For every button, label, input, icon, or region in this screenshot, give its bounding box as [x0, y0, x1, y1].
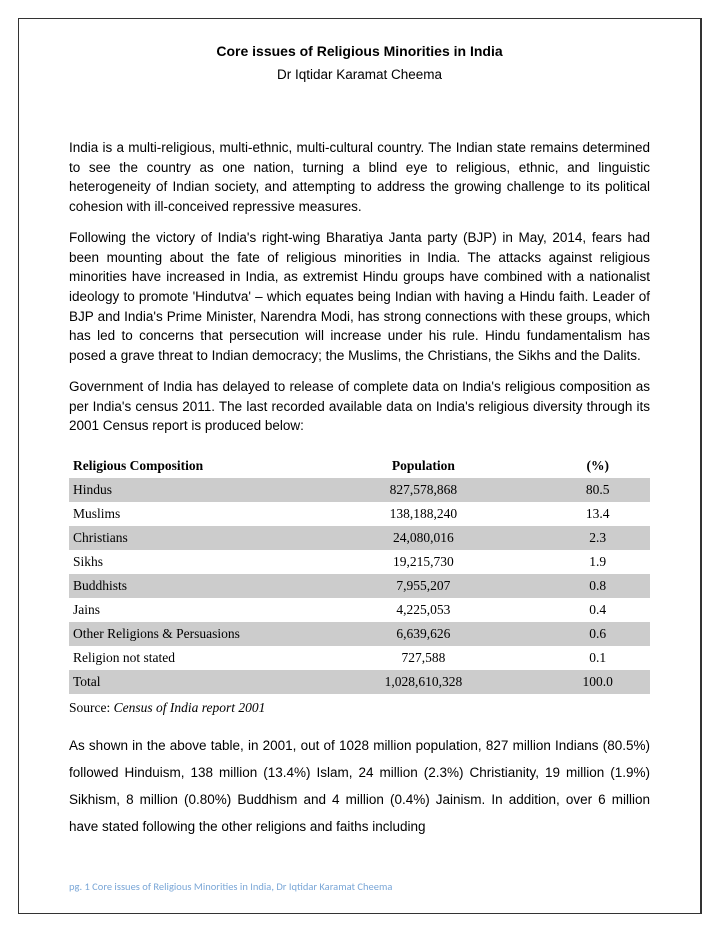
table-header-composition: Religious Composition	[69, 454, 301, 478]
cell-population: 7,955,207	[301, 574, 545, 598]
source-text: Census of India report 2001	[114, 700, 266, 715]
table-row: Sikhs19,215,7301.9	[69, 550, 650, 574]
cell-name: Muslims	[69, 502, 301, 526]
table-row: Christians24,080,0162.3	[69, 526, 650, 550]
cell-population: 19,215,730	[301, 550, 545, 574]
cell-name: Jains	[69, 598, 301, 622]
table-header-row: Religious Composition Population (%)	[69, 454, 650, 478]
paragraph-2: Following the victory of India's right-w…	[69, 228, 650, 365]
cell-population: 4,225,053	[301, 598, 545, 622]
paragraph-3: Government of India has delayed to relea…	[69, 377, 650, 436]
table-header-population: Population	[301, 454, 545, 478]
religious-composition-table: Religious Composition Population (%) Hin…	[69, 454, 650, 694]
cell-population: 1,028,610,328	[301, 670, 545, 694]
page-border: Core issues of Religious Minorities in I…	[18, 18, 702, 914]
cell-population: 827,578,868	[301, 478, 545, 502]
document-author: Dr Iqtidar Karamat Cheema	[69, 67, 650, 82]
table-row: Religion not stated727,5880.1	[69, 646, 650, 670]
document-title: Core issues of Religious Minorities in I…	[69, 43, 650, 59]
cell-name: Christians	[69, 526, 301, 550]
table-body: Hindus827,578,86880.5Muslims138,188,2401…	[69, 478, 650, 694]
paragraph-4: As shown in the above table, in 2001, ou…	[69, 732, 650, 840]
cell-percent: 1.9	[545, 550, 650, 574]
cell-name: Buddhists	[69, 574, 301, 598]
cell-percent: 0.6	[545, 622, 650, 646]
table-row: Total1,028,610,328100.0	[69, 670, 650, 694]
table-row: Jains4,225,0530.4	[69, 598, 650, 622]
table-row: Hindus827,578,86880.5	[69, 478, 650, 502]
cell-percent: 0.1	[545, 646, 650, 670]
cell-percent: 80.5	[545, 478, 650, 502]
cell-percent: 13.4	[545, 502, 650, 526]
cell-population: 727,588	[301, 646, 545, 670]
source-label: Source:	[69, 700, 114, 715]
cell-percent: 2.3	[545, 526, 650, 550]
cell-name: Total	[69, 670, 301, 694]
cell-name: Other Religions & Persuasions	[69, 622, 301, 646]
page-footer: pg. 1 Core issues of Religious Minoritie…	[69, 880, 392, 893]
cell-percent: 100.0	[545, 670, 650, 694]
cell-population: 24,080,016	[301, 526, 545, 550]
table-row: Muslims138,188,24013.4	[69, 502, 650, 526]
cell-name: Sikhs	[69, 550, 301, 574]
cell-population: 6,639,626	[301, 622, 545, 646]
cell-name: Hindus	[69, 478, 301, 502]
cell-percent: 0.4	[545, 598, 650, 622]
table-source: Source: Census of India report 2001	[69, 700, 650, 716]
table-row: Buddhists7,955,2070.8	[69, 574, 650, 598]
table-row: Other Religions & Persuasions6,639,6260.…	[69, 622, 650, 646]
cell-percent: 0.8	[545, 574, 650, 598]
paragraph-1: India is a multi-religious, multi-ethnic…	[69, 138, 650, 216]
table-header-percent: (%)	[545, 454, 650, 478]
cell-name: Religion not stated	[69, 646, 301, 670]
cell-population: 138,188,240	[301, 502, 545, 526]
